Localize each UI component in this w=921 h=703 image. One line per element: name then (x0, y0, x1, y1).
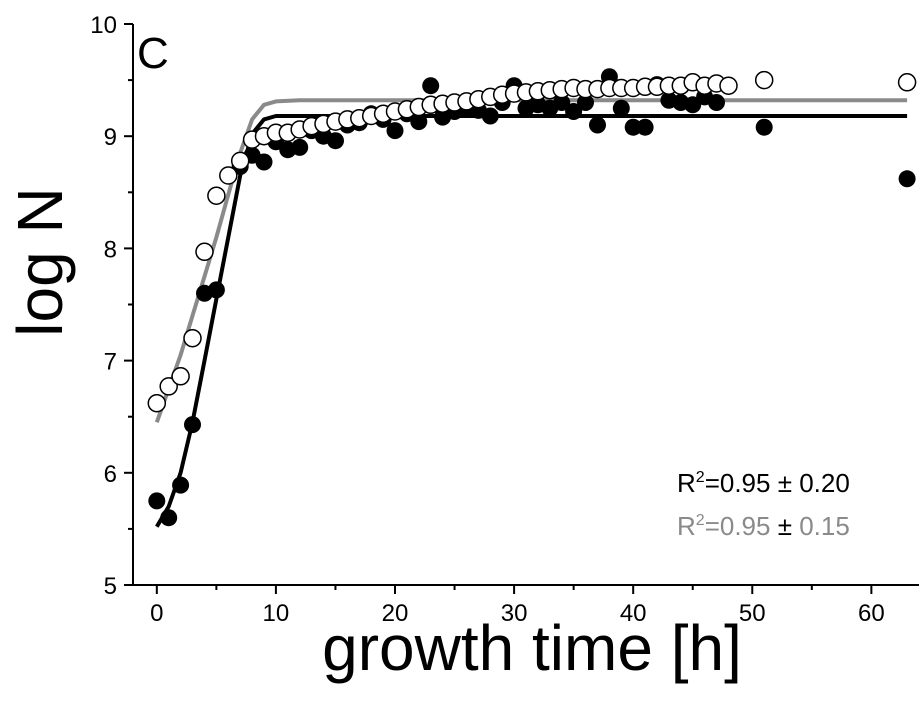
r-pm-gray: ± (778, 511, 792, 541)
filled-point-0 (148, 492, 166, 510)
filled-point-36 (577, 94, 594, 111)
open-point-3 (183, 328, 202, 348)
x-tick-label: 50 (739, 600, 766, 627)
x-tick-label: 60 (858, 600, 885, 627)
filled-point-1 (160, 509, 178, 527)
r-main-black: R (677, 468, 696, 498)
open-point-50 (897, 73, 917, 92)
y-tick-label: 10 (90, 12, 117, 39)
r-squared-annotation-gray: R2=0.95 ± 0.15 (677, 511, 850, 541)
filled-point-37 (589, 116, 606, 134)
filled-point-47 (708, 94, 725, 111)
y-tick-label: 8 (104, 236, 117, 263)
fit-line-3 (154, 98, 908, 423)
filled-point-9 (255, 153, 273, 171)
r-sup-gray: 2 (696, 512, 705, 529)
axes: 0 10 20 30 40 50 60 5 6 7 8 9 10 (90, 12, 919, 627)
r-main-gray: R (677, 511, 696, 541)
x-tick-label: 30 (501, 600, 528, 627)
filled-point-39 (612, 99, 630, 117)
y-tick-label: 7 (104, 349, 117, 376)
filled-point-3 (184, 416, 201, 434)
filled-point-49 (898, 170, 916, 188)
filled-point-34 (553, 94, 571, 111)
filled-point-2 (172, 476, 190, 494)
open-point-0 (147, 393, 167, 413)
y-tick-label: 9 (104, 124, 117, 151)
x-tick-label: 40 (620, 600, 647, 627)
filled-point-28 (481, 107, 499, 125)
filled-point-48 (755, 118, 773, 136)
fit-line-2 (155, 114, 908, 528)
filled-point-5 (207, 281, 225, 299)
open-point-5 (207, 186, 226, 205)
open-point-6 (219, 166, 238, 185)
filled-point-23 (422, 77, 440, 95)
filled-point-40 (624, 118, 642, 136)
filled-point-35 (565, 103, 583, 120)
x-tick-label: 20 (382, 600, 409, 627)
filled-point-41 (636, 118, 654, 136)
x-axis-label: growth time [h] (322, 612, 742, 684)
open-point-49 (754, 70, 774, 90)
x-tick-label: 0 (150, 600, 163, 627)
panel-label: C (137, 29, 169, 78)
r-end-gray: 0.15 (792, 511, 850, 541)
plot-area (147, 68, 917, 528)
y-tick-label: 6 (104, 461, 117, 488)
filled-point-22 (410, 113, 428, 131)
open-point-48 (719, 76, 738, 95)
y-tick-label: 5 (104, 573, 117, 600)
filled-point-12 (291, 138, 309, 156)
filled-point-15 (327, 132, 344, 150)
r-rest-gray: =0.95 (705, 511, 778, 541)
filled-point-20 (386, 122, 404, 140)
y-axis-label: log N (4, 187, 76, 336)
r-squared-annotation-black: R2=0.95 ± 0.20 (677, 468, 850, 498)
open-point-7 (230, 151, 250, 171)
x-tick-label: 10 (263, 600, 290, 627)
open-point-1 (159, 377, 178, 396)
r-rest-black: =0.95 ± 0.20 (705, 468, 850, 498)
open-point-4 (195, 242, 214, 262)
r-sup-black: 2 (696, 469, 705, 486)
open-point-2 (171, 367, 190, 386)
